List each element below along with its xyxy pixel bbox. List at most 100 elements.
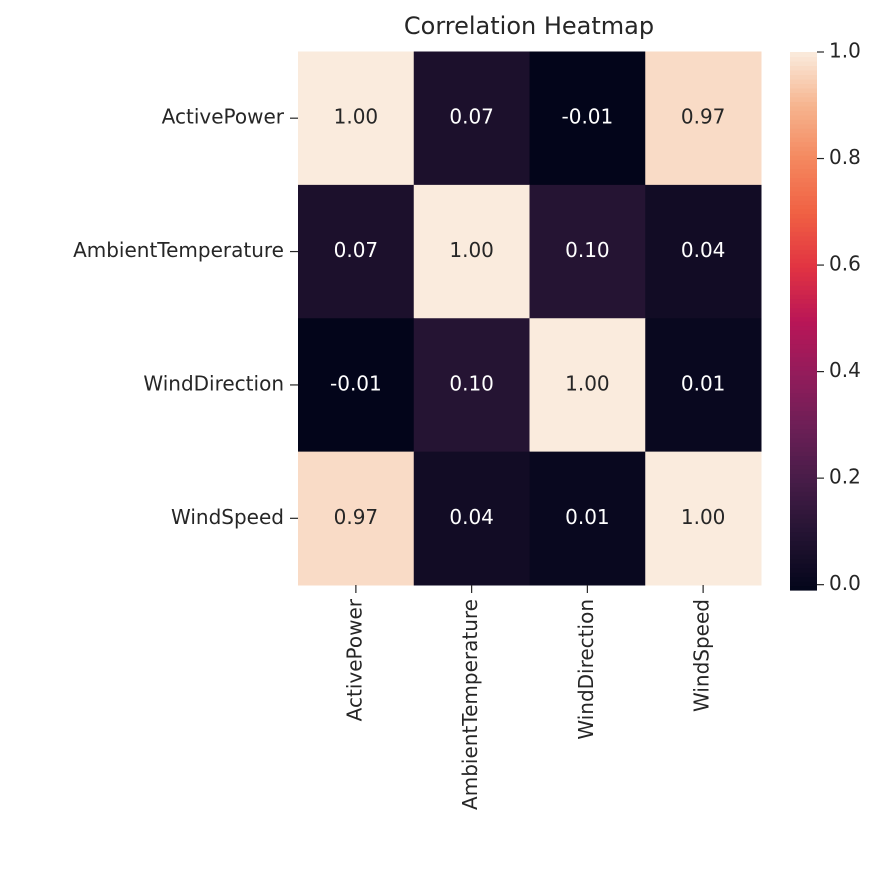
colorbar-segment	[790, 240, 817, 246]
cell-label: 0.10	[449, 371, 494, 395]
colorbar-segment	[790, 137, 817, 143]
colorbar-segment	[790, 500, 817, 506]
heatmap-cell	[413, 184, 530, 319]
colorbar-segment	[790, 222, 817, 228]
colorbar-segment	[790, 558, 817, 564]
colorbar-segment	[790, 437, 817, 443]
colorbar-segment	[790, 267, 817, 273]
colorbar-segment	[790, 343, 817, 349]
colorbar-segment	[790, 338, 817, 345]
colorbar-segment	[790, 186, 817, 192]
colorbar-segment	[790, 132, 817, 138]
colorbar-segment	[790, 415, 817, 421]
heatmap-cell	[298, 51, 415, 186]
colorbar-segment	[790, 383, 817, 389]
cell-label: 0.07	[334, 238, 379, 262]
cell-label: 1.00	[565, 371, 610, 395]
colorbar-segment	[790, 522, 817, 528]
colorbar-segment	[790, 141, 817, 147]
colorbar-segment	[790, 347, 817, 353]
colorbar-segment	[790, 271, 817, 277]
colorbar-segment	[790, 468, 817, 475]
colorbar-segment	[790, 280, 817, 286]
cell-label: 0.97	[681, 105, 726, 129]
colorbar-tick-label: 1.0	[829, 39, 861, 63]
colorbar-segment	[790, 110, 817, 116]
cell-label: 0.04	[681, 238, 726, 262]
colorbar-segment	[790, 334, 817, 340]
cell-label: 0.97	[334, 505, 379, 529]
x-tick-label: ActivePower	[342, 598, 366, 721]
colorbar-segment	[790, 253, 817, 259]
colorbar-segment	[790, 540, 817, 546]
y-tick-label: ActivePower	[162, 105, 285, 129]
colorbar-segment	[790, 585, 817, 591]
colorbar-segment	[790, 182, 817, 188]
cell-label: 1.00	[449, 238, 494, 262]
heatmap-cell	[645, 451, 762, 586]
colorbar-segment	[790, 190, 817, 197]
colorbar-tick-label: 0.8	[829, 145, 861, 169]
colorbar-segment	[790, 128, 817, 134]
heatmap-cell	[645, 318, 762, 453]
colorbar-segment	[790, 150, 817, 156]
colorbar-segment	[790, 401, 817, 407]
colorbar-tick-label: 0.0	[829, 571, 861, 595]
colorbar-segment	[790, 52, 817, 58]
colorbar-segment	[790, 119, 817, 125]
colorbar-segment	[790, 83, 817, 89]
heatmap-cell	[298, 184, 415, 319]
colorbar-segment	[790, 446, 817, 452]
colorbar-segment	[790, 531, 817, 537]
colorbar-segment	[790, 388, 817, 394]
colorbar-segment	[790, 298, 817, 304]
colorbar-segment	[790, 361, 817, 367]
colorbar-segment	[790, 495, 817, 501]
colorbar-segment	[790, 276, 817, 282]
colorbar-segment	[790, 217, 817, 223]
colorbar-segment	[790, 486, 817, 492]
heatmap-cell	[298, 451, 415, 586]
colorbar-segment	[790, 455, 817, 461]
heatmap-cell	[645, 184, 762, 319]
colorbar-segment	[790, 177, 817, 183]
colorbar-segment	[790, 392, 817, 398]
colorbar-segment	[790, 397, 817, 403]
colorbar-segment	[790, 60, 817, 67]
colorbar-segment	[790, 424, 817, 430]
heatmap-cell	[413, 451, 530, 586]
colorbar-segment	[790, 356, 817, 362]
cell-label: 0.10	[565, 238, 610, 262]
colorbar-segment	[790, 527, 817, 533]
colorbar-segment	[790, 249, 817, 255]
colorbar-segment	[790, 329, 817, 336]
colorbar-segment	[790, 312, 817, 318]
colorbar-segment	[790, 235, 817, 241]
colorbar-segment	[790, 321, 817, 327]
cell-label: 0.01	[681, 371, 726, 395]
y-tick-label: WindSpeed	[171, 505, 284, 529]
cell-label: 0.04	[449, 505, 494, 529]
heatmap-cell	[413, 51, 530, 186]
x-tick-label: WindSpeed	[690, 599, 714, 712]
colorbar-segment	[790, 459, 817, 466]
colorbar-segment	[790, 509, 817, 515]
heatmap-cell	[529, 451, 646, 586]
cell-label: 0.07	[449, 105, 494, 129]
colorbar-segment	[790, 325, 817, 331]
colorbar-segment	[790, 294, 817, 300]
colorbar-segment	[790, 518, 817, 524]
colorbar-segment	[790, 289, 817, 295]
colorbar-segment	[790, 410, 817, 416]
colorbar-segment	[790, 406, 817, 412]
colorbar-segment	[790, 105, 817, 111]
colorbar-segment	[790, 572, 817, 578]
colorbar-segment	[790, 419, 817, 425]
heatmap-cell	[645, 51, 762, 186]
colorbar-segment	[790, 554, 817, 560]
colorbar-segment	[790, 451, 817, 457]
heatmap-cell	[529, 318, 646, 453]
colorbar-segment	[790, 464, 817, 470]
colorbar-segment	[790, 213, 817, 219]
colorbar-segment	[790, 491, 817, 497]
